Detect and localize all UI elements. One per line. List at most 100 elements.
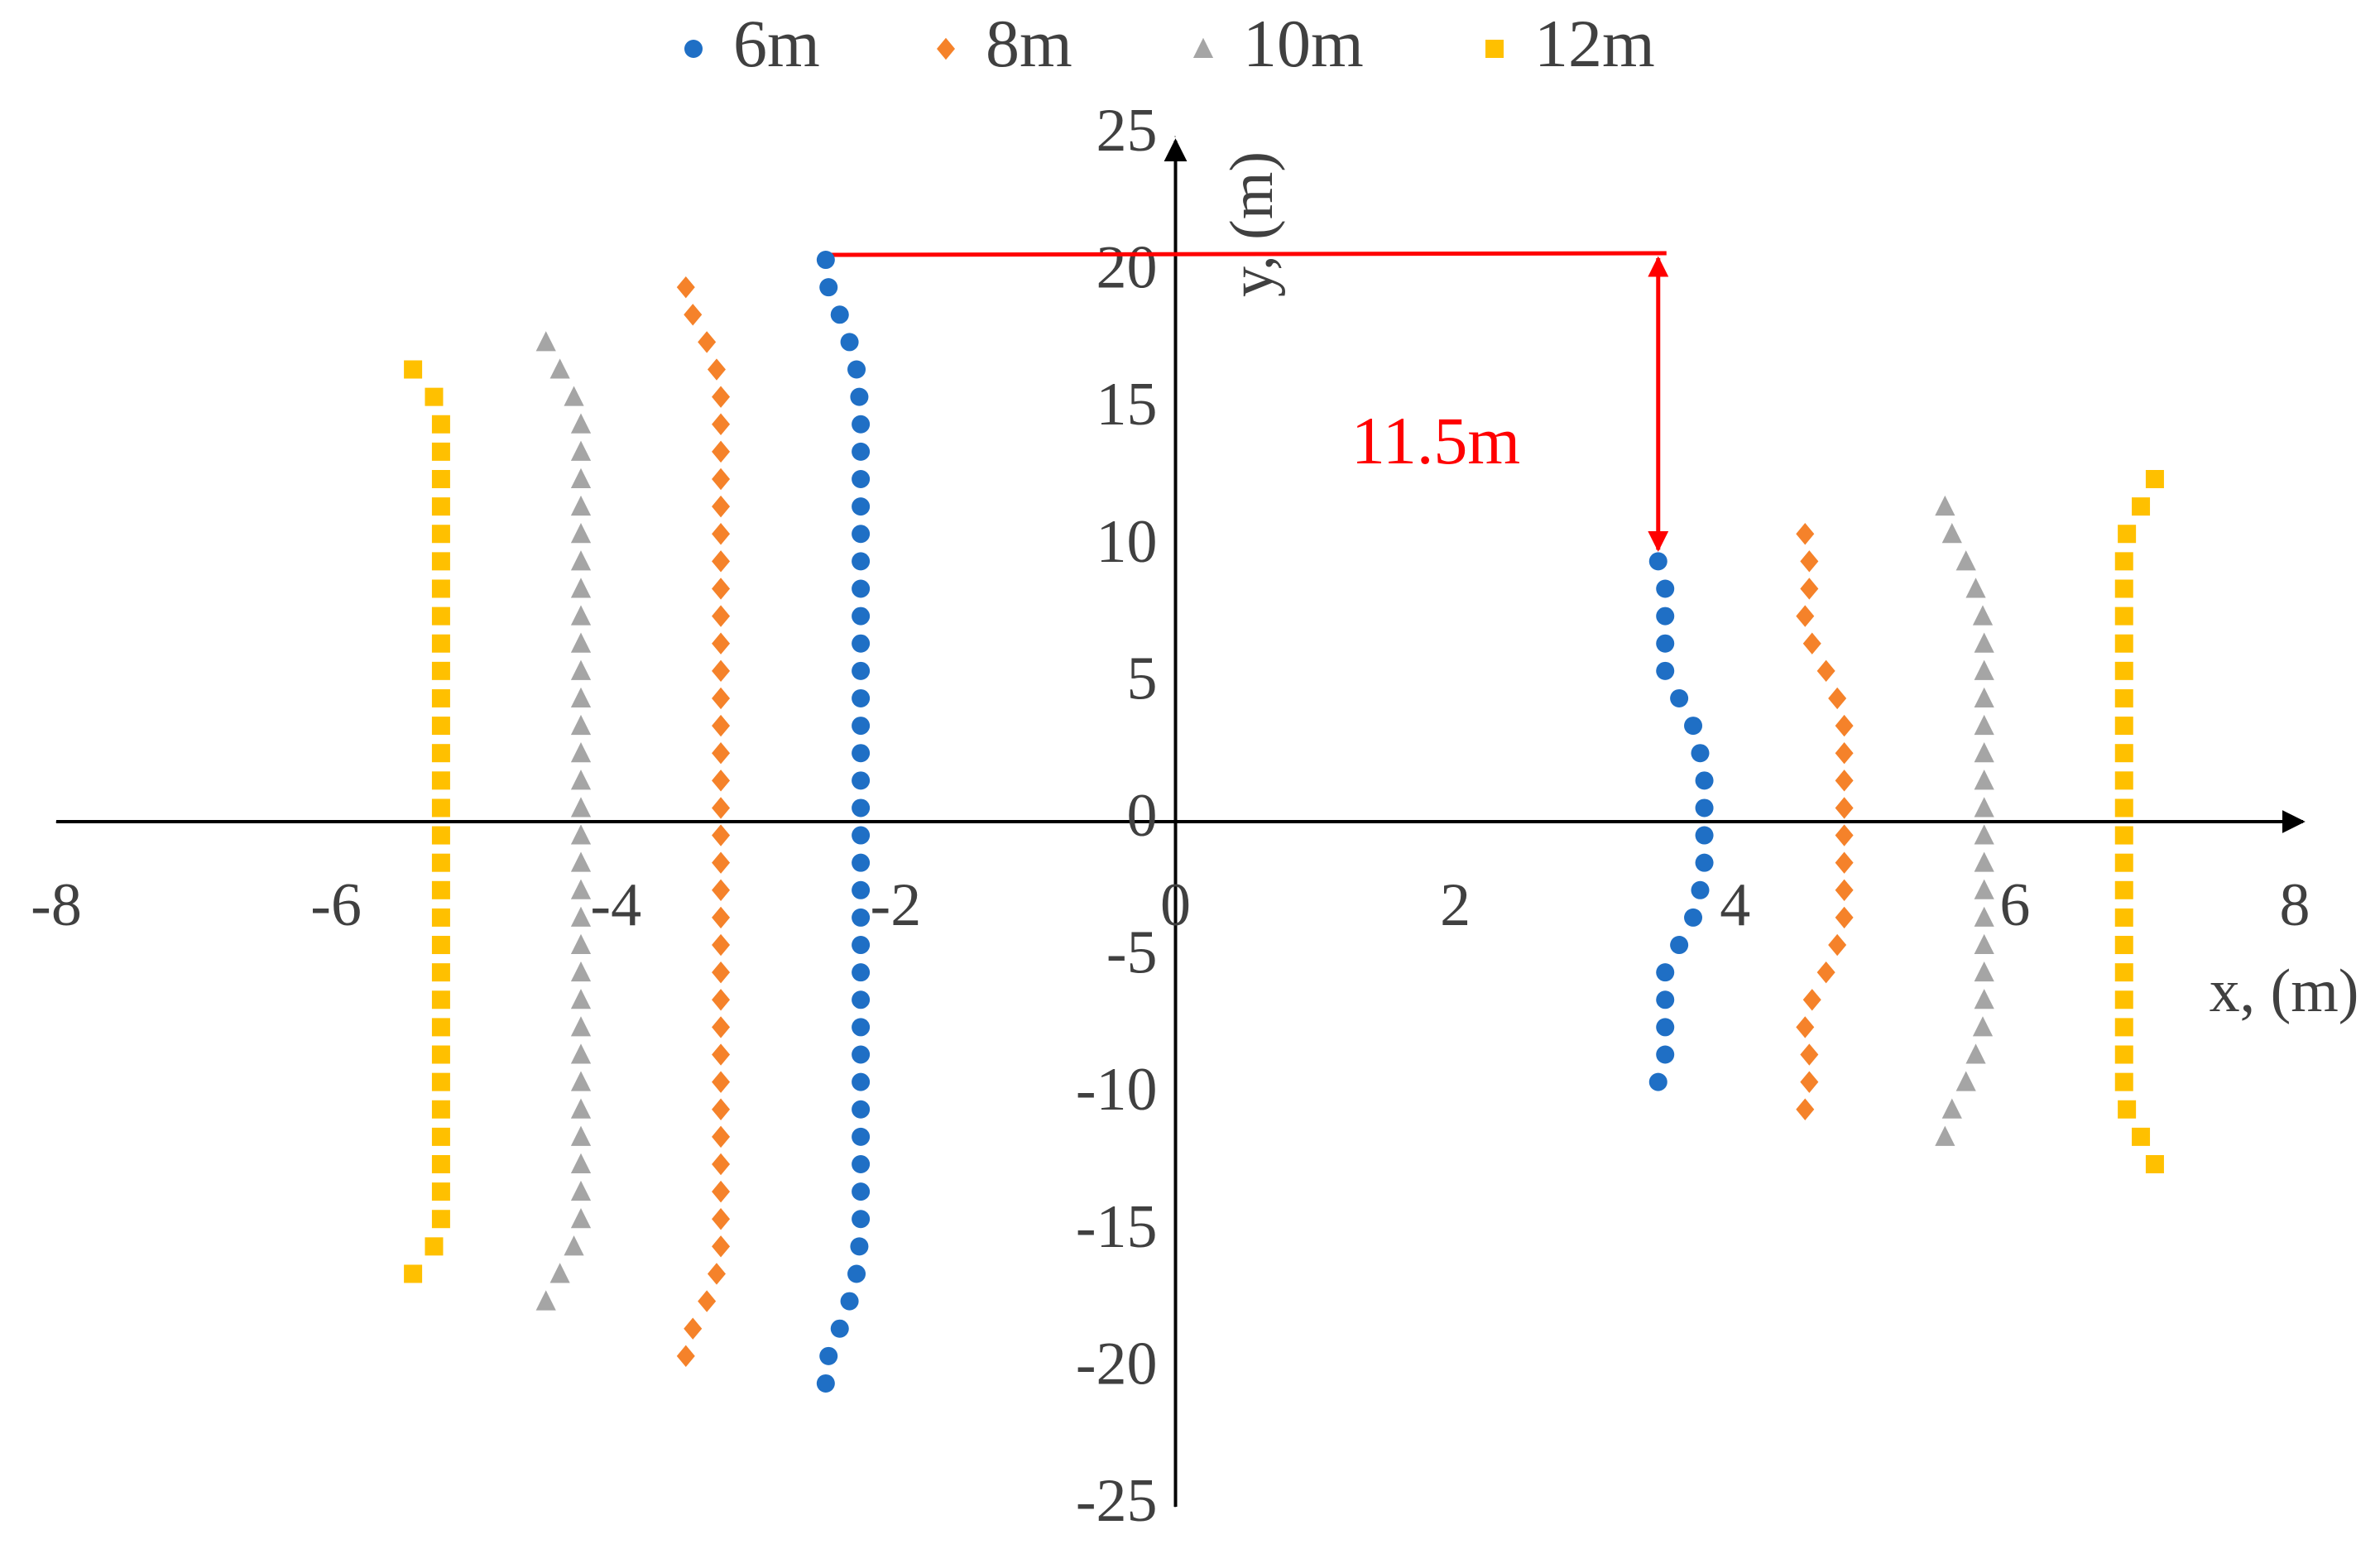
point xyxy=(852,661,871,680)
point xyxy=(712,714,731,737)
point xyxy=(1800,550,1819,573)
point xyxy=(431,442,450,461)
point xyxy=(2132,497,2151,516)
point xyxy=(1974,961,1994,982)
point xyxy=(712,933,731,957)
point xyxy=(698,331,717,353)
point xyxy=(1835,770,1854,792)
y-tick-label: 10 xyxy=(1096,508,1158,576)
point xyxy=(1965,578,1986,598)
point xyxy=(570,578,592,598)
point xyxy=(712,1016,731,1038)
point xyxy=(2114,771,2133,790)
point xyxy=(1656,1018,1675,1037)
point xyxy=(2114,826,2133,845)
point xyxy=(712,879,731,901)
point xyxy=(1656,963,1675,982)
point xyxy=(1656,990,1675,1009)
point xyxy=(570,961,592,982)
point xyxy=(819,1346,838,1365)
point xyxy=(1974,851,1994,872)
point xyxy=(431,1072,450,1091)
point xyxy=(698,1290,717,1312)
x-tick-label: 2 xyxy=(1440,871,1471,939)
point xyxy=(431,1127,450,1146)
point xyxy=(1695,771,1714,790)
point xyxy=(1656,579,1675,598)
point xyxy=(2114,688,2133,707)
point xyxy=(1835,879,1854,901)
legend-label: 12m xyxy=(1534,6,1655,81)
point xyxy=(852,579,871,598)
point xyxy=(1835,906,1854,929)
point xyxy=(1816,961,1835,984)
point xyxy=(852,826,871,845)
point xyxy=(852,1127,871,1146)
point xyxy=(2118,525,2137,544)
point xyxy=(1965,1043,1986,1064)
point xyxy=(1835,824,1854,846)
point xyxy=(570,933,592,955)
point xyxy=(852,717,871,736)
x-tick-label: 6 xyxy=(1999,871,2030,939)
point xyxy=(570,659,592,680)
point xyxy=(1648,552,1667,571)
point xyxy=(1684,908,1703,927)
legend-label: 8m xyxy=(986,6,1072,81)
point xyxy=(852,990,871,1009)
point xyxy=(852,1072,871,1091)
point xyxy=(570,797,592,818)
point xyxy=(564,1235,584,1256)
point xyxy=(2114,744,2133,763)
point xyxy=(850,387,869,406)
point xyxy=(1974,933,1994,955)
point xyxy=(2114,661,2133,680)
point xyxy=(847,360,866,379)
point xyxy=(1828,687,1847,710)
legend-marker xyxy=(1192,37,1214,58)
point xyxy=(570,495,592,516)
point xyxy=(712,742,731,765)
point xyxy=(2114,853,2133,872)
point xyxy=(712,523,731,545)
point xyxy=(549,1263,570,1283)
point xyxy=(1800,1071,1819,1093)
point xyxy=(1796,523,1815,545)
y-tick-label: -10 xyxy=(1076,1056,1158,1124)
point xyxy=(1816,659,1835,683)
point xyxy=(1796,1016,1815,1038)
point xyxy=(431,1045,450,1064)
series xyxy=(404,360,2164,1283)
point xyxy=(431,552,450,571)
point xyxy=(1656,1045,1675,1064)
point xyxy=(1800,1043,1819,1066)
point xyxy=(1972,1016,1994,1037)
point xyxy=(431,497,450,516)
point xyxy=(431,744,450,763)
point xyxy=(1974,797,1994,818)
point xyxy=(2114,579,2133,598)
point xyxy=(852,771,871,790)
point xyxy=(852,936,871,955)
point xyxy=(852,470,871,488)
point xyxy=(1955,1071,1976,1091)
point xyxy=(1695,853,1714,872)
point xyxy=(2114,607,2133,626)
point xyxy=(549,358,570,379)
point xyxy=(2114,1045,2133,1064)
point xyxy=(707,358,726,381)
y-tick-label: -25 xyxy=(1076,1467,1158,1535)
point xyxy=(570,989,592,1009)
point xyxy=(2114,880,2133,899)
y-tick-label: -15 xyxy=(1076,1193,1158,1261)
point xyxy=(712,989,731,1011)
point xyxy=(425,387,444,406)
point xyxy=(1955,550,1976,571)
point xyxy=(852,415,871,434)
point xyxy=(2114,1072,2133,1091)
point xyxy=(852,853,871,872)
annotation: 11.5m xyxy=(1351,403,1520,478)
point xyxy=(431,1100,450,1119)
point xyxy=(570,1180,592,1201)
